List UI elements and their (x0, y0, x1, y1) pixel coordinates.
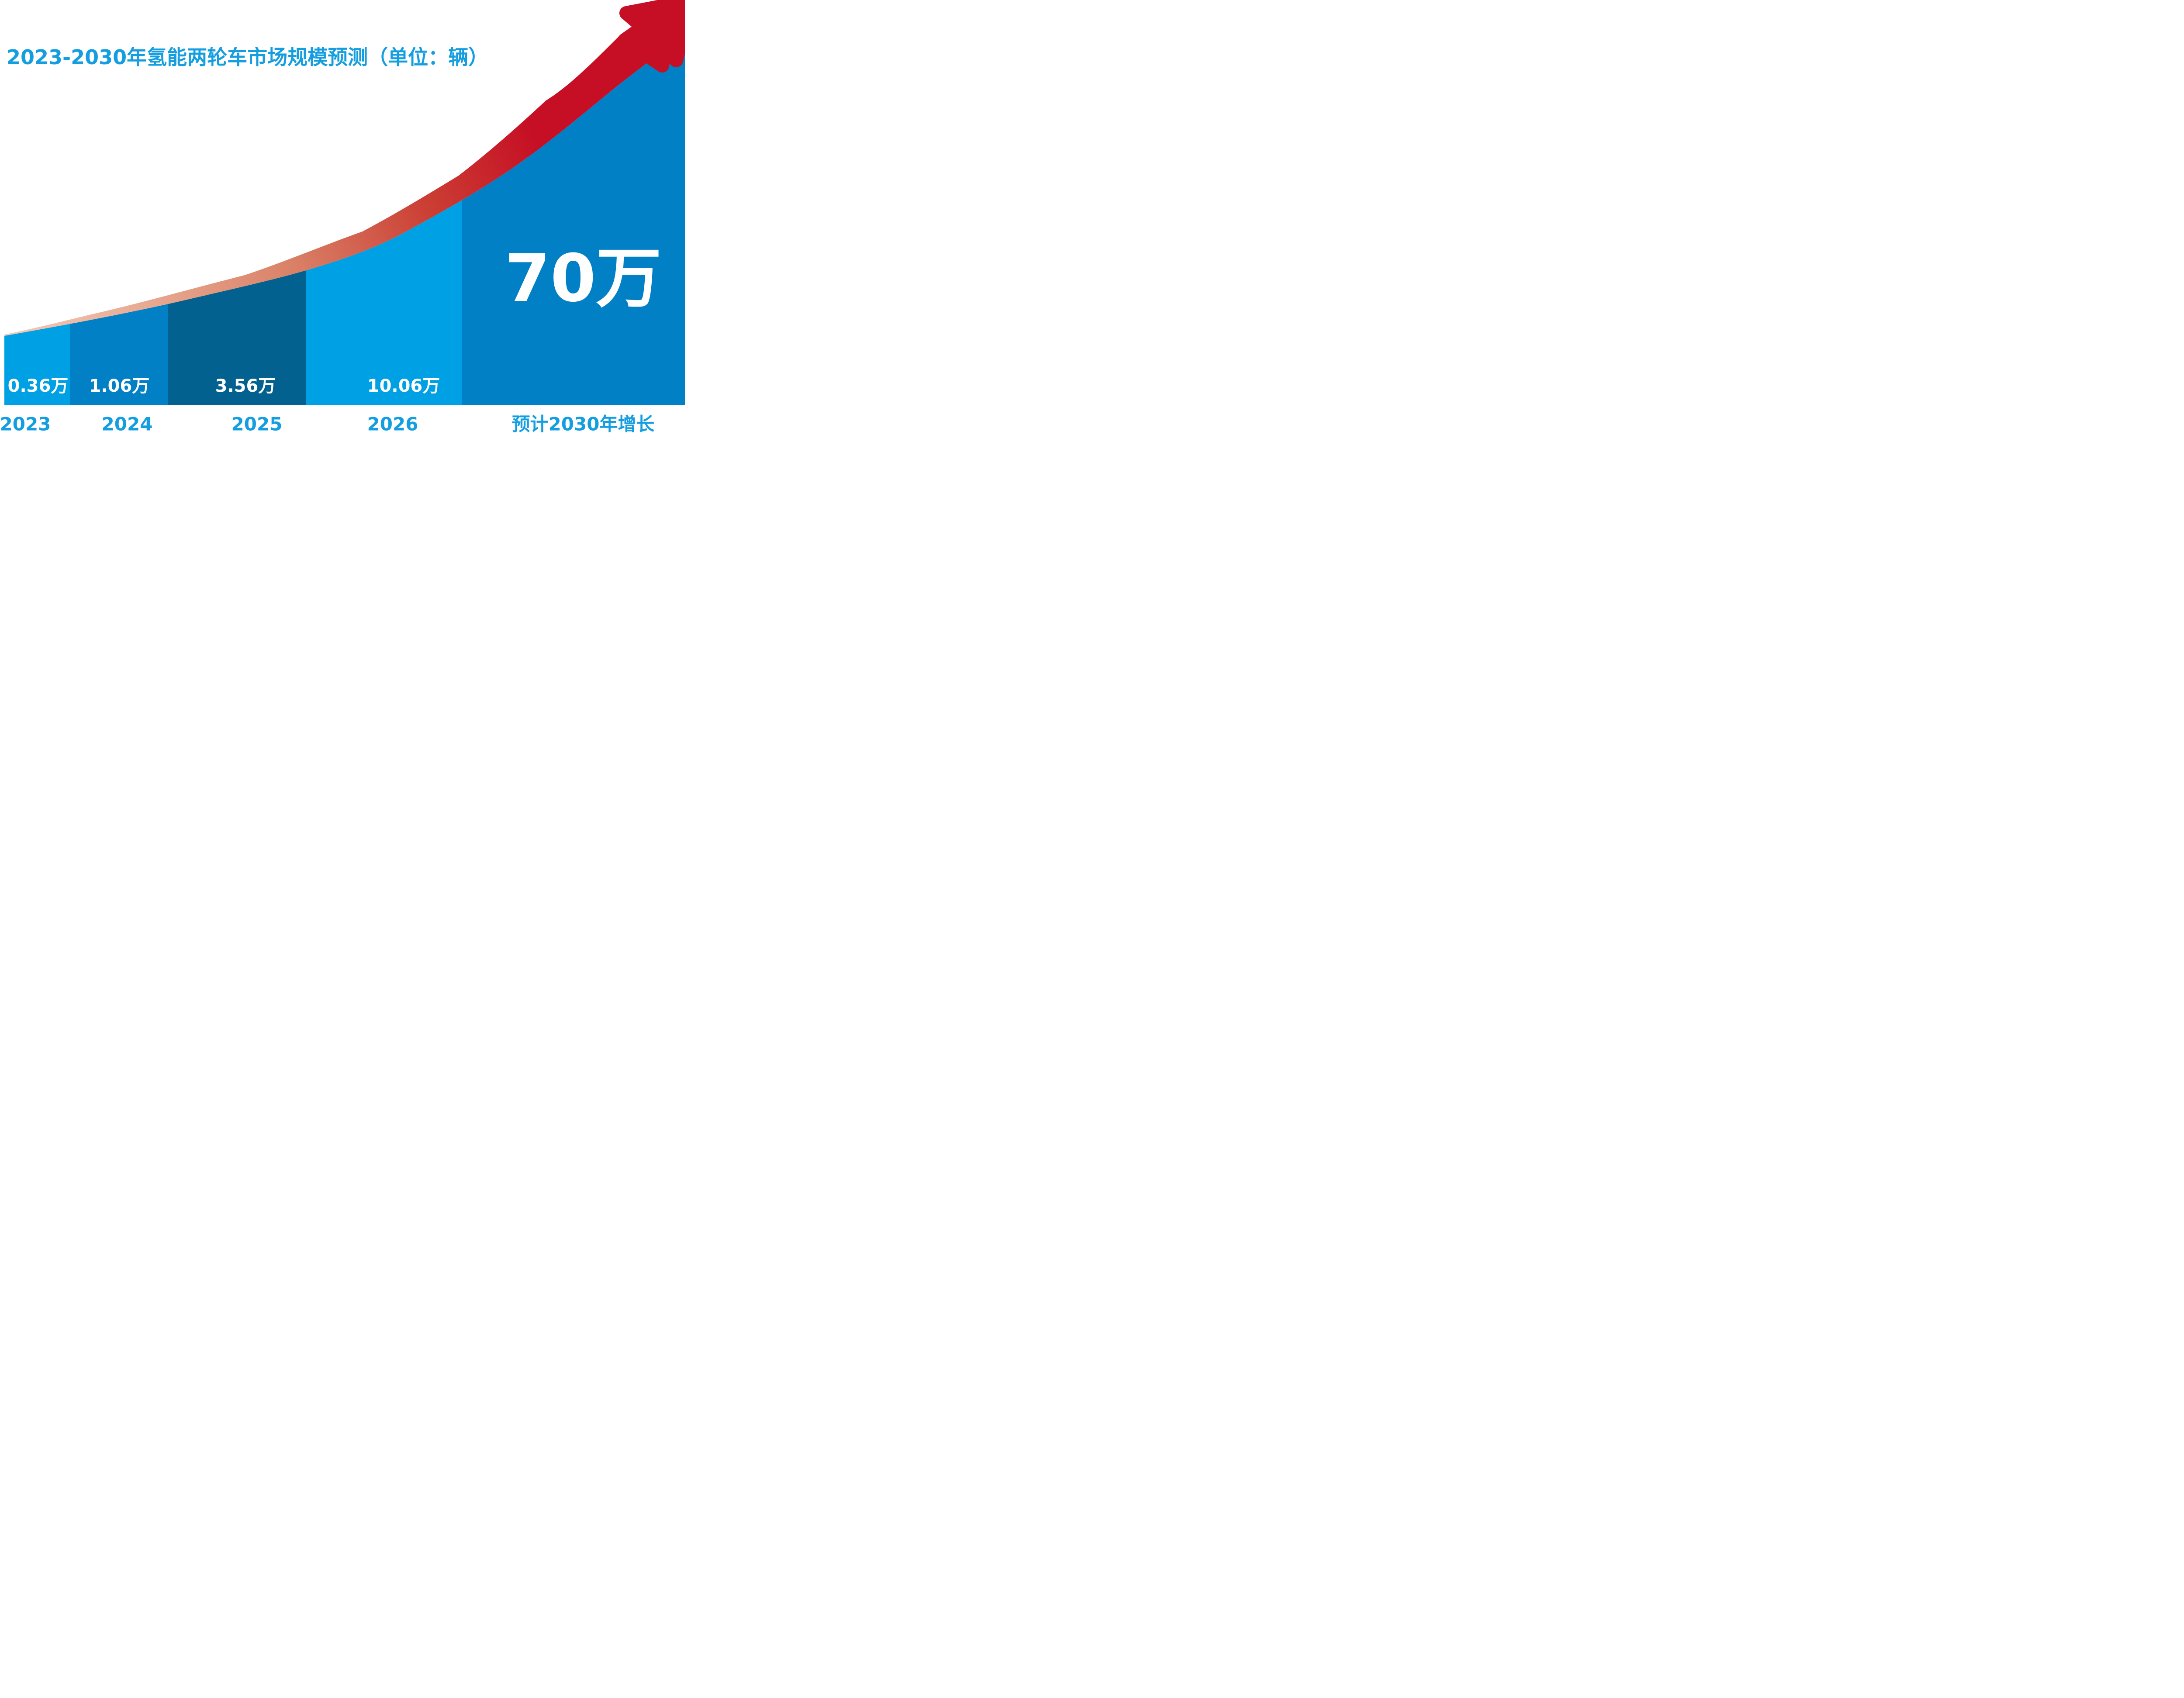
x-axis-label-2025: 2025 (232, 414, 283, 435)
bar-segment-2023 (4, 324, 70, 405)
chart-title: 2023-2030年氢能两轮车市场规模预测（单位：辆） (7, 45, 488, 69)
bar-value-label-2024: 1.06万 (89, 376, 150, 396)
trend-arrow-body (4, 35, 681, 336)
bar-segment-2025 (168, 270, 306, 405)
x-axis-label-2024: 2024 (102, 414, 153, 435)
arrow-barb-left (625, 6, 639, 20)
bar-value-label-2023: 0.36万 (8, 376, 69, 396)
bar-value-label-2025: 3.56万 (215, 376, 276, 396)
x-axis-label-2030: 预计2030年增长 (512, 414, 655, 435)
bar-value-label-2026: 10.06万 (367, 376, 440, 396)
x-axis-labels: 2023 2024 2025 2026 预计2030年增长 (0, 414, 654, 435)
bar-value-label-2030: 70万 (505, 241, 662, 317)
x-axis-label-2023: 2023 (0, 414, 51, 435)
infographic-canvas: 2023-2030年氢能两轮车市场规模预测（单位：辆） 0.36万 1.06万 … (0, 0, 685, 435)
value-labels: 0.36万 1.06万 3.56万 10.06万 70万 (8, 241, 662, 396)
trend-arrow-head (618, 0, 685, 72)
bar-segment-2030 (462, 37, 685, 405)
bar-segment-2024 (70, 304, 168, 405)
bar-series (4, 37, 685, 405)
market-forecast-chart: 2023-2030年氢能两轮车市场规模预测（单位：辆） 0.36万 1.06万 … (0, 0, 685, 435)
arrow-barb-bottom (664, 48, 679, 63)
bar-segment-2026 (306, 200, 462, 405)
x-axis-label-2026: 2026 (367, 414, 418, 435)
